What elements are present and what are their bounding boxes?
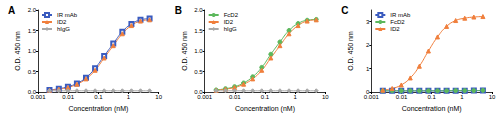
svg-text:FcD2: FcD2 <box>224 12 239 18</box>
svg-text:Concentration (nM): Concentration (nM) <box>68 105 128 113</box>
svg-text:C: C <box>341 5 348 16</box>
svg-text:0.01: 0.01 <box>62 94 74 100</box>
svg-text:0.01: 0.01 <box>229 94 241 100</box>
svg-text:FcD2: FcD2 <box>390 19 405 25</box>
svg-text:1.5: 1.5 <box>194 28 203 34</box>
svg-text:1: 1 <box>460 94 464 100</box>
svg-text:1: 1 <box>127 94 131 100</box>
svg-text:10: 10 <box>322 94 329 100</box>
svg-text:3: 3 <box>366 19 370 25</box>
svg-text:0.001: 0.001 <box>364 94 380 100</box>
svg-text:2.0: 2.0 <box>194 7 203 13</box>
svg-text:Concentration (nM): Concentration (nM) <box>235 105 295 113</box>
svg-text:O.D. 450 nm: O.D. 450 nm <box>181 31 188 71</box>
svg-text:B: B <box>175 5 182 16</box>
svg-text:0.1: 0.1 <box>94 94 103 100</box>
svg-text:0.5: 0.5 <box>194 69 203 75</box>
svg-text:ID2: ID2 <box>224 19 234 25</box>
svg-text:1: 1 <box>293 94 297 100</box>
svg-text:IR mAb: IR mAb <box>390 12 411 18</box>
svg-text:0: 0 <box>366 89 370 95</box>
svg-text:0.1: 0.1 <box>261 94 270 100</box>
svg-text:O.D. 450 nm: O.D. 450 nm <box>347 31 354 71</box>
svg-text:hIgG: hIgG <box>224 26 237 32</box>
svg-text:0.0: 0.0 <box>27 89 36 95</box>
svg-text:Concentration (nM): Concentration (nM) <box>402 105 462 113</box>
svg-text:A: A <box>8 5 15 16</box>
svg-text:1.0: 1.0 <box>194 48 203 54</box>
svg-text:2: 2 <box>366 42 370 48</box>
svg-text:IR mAb: IR mAb <box>57 12 78 18</box>
svg-text:0.5: 0.5 <box>28 69 37 75</box>
svg-text:0.0: 0.0 <box>194 89 203 95</box>
svg-text:1: 1 <box>366 66 370 72</box>
svg-text:0.001: 0.001 <box>30 94 46 100</box>
svg-text:ID2: ID2 <box>390 26 400 32</box>
svg-text:O.D. 450 nm: O.D. 450 nm <box>14 31 21 71</box>
svg-text:hIgG: hIgG <box>57 26 70 32</box>
svg-text:0.001: 0.001 <box>197 94 213 100</box>
svg-text:0.1: 0.1 <box>427 94 436 100</box>
svg-text:2.0: 2.0 <box>28 7 37 13</box>
svg-text:ID2: ID2 <box>57 19 67 25</box>
svg-text:10: 10 <box>489 94 496 100</box>
svg-text:10: 10 <box>155 94 162 100</box>
svg-text:0.01: 0.01 <box>396 94 408 100</box>
svg-text:1.0: 1.0 <box>28 48 37 54</box>
svg-text:1.5: 1.5 <box>28 28 37 34</box>
